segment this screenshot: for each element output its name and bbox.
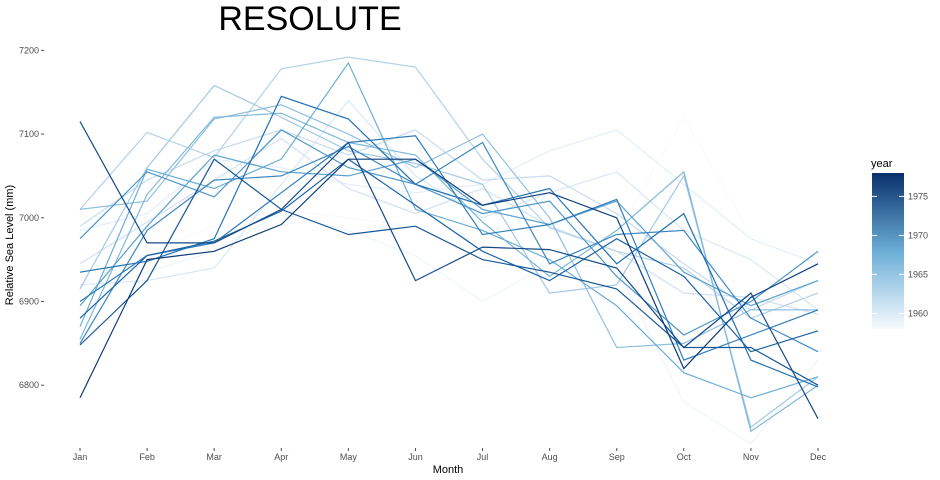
series-line-1975 xyxy=(79,158,819,386)
series-line-1961 xyxy=(79,99,819,311)
x-tick-label: May xyxy=(340,452,358,462)
series-line-1959 xyxy=(79,212,819,445)
y-axis: 6800 6900 7000 7100 7200 xyxy=(19,45,44,390)
series-line-1962 xyxy=(79,137,819,315)
x-tick-label: Jan xyxy=(73,452,88,462)
legend-tick-label: 1970 xyxy=(908,230,928,240)
x-tick-label: Oct xyxy=(677,452,692,462)
series-line-1968 xyxy=(79,61,819,399)
series-lines xyxy=(79,56,819,445)
x-axis: Jan Feb Mar Apr May Jun Jul Aug Sep Oct Nov Dec xyxy=(73,448,827,462)
year-legend: year 1960 1965 1970 1975 xyxy=(871,158,928,329)
x-tick-label: Apr xyxy=(274,452,288,462)
series-line-1964 xyxy=(79,56,819,319)
x-tick-label: Jul xyxy=(477,452,489,462)
series-line-1963 xyxy=(79,129,819,311)
x-tick-label: Aug xyxy=(542,452,558,462)
y-tick-label: 7100 xyxy=(19,129,39,139)
series-line-1976 xyxy=(79,121,819,419)
x-tick-label: Nov xyxy=(743,452,760,462)
x-tick-label: Dec xyxy=(810,452,827,462)
legend-title: year xyxy=(871,158,893,170)
series-line-1974 xyxy=(79,158,819,353)
y-tick-label: 6800 xyxy=(19,380,39,390)
legend-tick-label: 1965 xyxy=(908,269,928,279)
legend-ticks: 1960 1965 1970 1975 xyxy=(872,191,928,318)
x-tick-label: Sep xyxy=(609,452,625,462)
colorbar xyxy=(872,173,904,329)
series-line-1972 xyxy=(79,135,819,361)
y-tick-label: 7200 xyxy=(19,45,39,55)
chart-title: RESOLUTE xyxy=(218,0,401,38)
legend-tick-label: 1960 xyxy=(908,308,928,318)
x-tick-label: Mar xyxy=(206,452,222,462)
series-line-1965 xyxy=(79,84,819,429)
y-tick-label: 7000 xyxy=(19,213,39,223)
legend-tick-label: 1975 xyxy=(908,191,928,201)
series-line-1977 xyxy=(79,158,819,399)
series-line-1970 xyxy=(79,129,819,336)
x-tick-label: Jun xyxy=(408,452,423,462)
y-axis-label: Relative Sea Level (mm) xyxy=(4,185,16,305)
y-tick-label: 6900 xyxy=(19,297,39,307)
series-line-1967 xyxy=(79,112,819,433)
series-line-1966 xyxy=(79,104,818,349)
x-axis-label: Month xyxy=(433,464,464,476)
series-line-1971 xyxy=(79,141,819,353)
series-line-1958 xyxy=(79,116,819,286)
x-tick-label: Feb xyxy=(139,452,155,462)
